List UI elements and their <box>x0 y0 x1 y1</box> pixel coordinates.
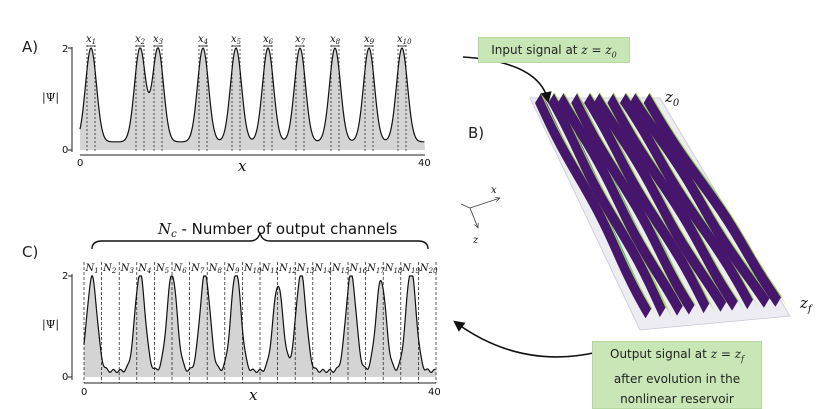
output-callout-line-3: nonlinear reservoir <box>620 392 734 407</box>
panel-a-y-axis-label: |Ψ| <box>42 91 59 105</box>
ridge-face <box>599 93 733 312</box>
panel-a-marker-label: x4 <box>198 34 208 46</box>
ridge-shadow <box>629 93 770 308</box>
panel-c-signal <box>83 275 436 377</box>
panel-c: C) Nc - Number of output channels |Ψ| 2 … <box>22 220 441 404</box>
x-direction-arrow <box>469 198 500 209</box>
ridge-face <box>577 93 701 315</box>
panel-a-x-axis-label: x <box>238 157 247 175</box>
panel-c-y-axis-label: |Ψ| <box>42 318 59 332</box>
panel-a-marker-label: x2 <box>135 34 146 46</box>
channel-label: N1 <box>85 263 99 275</box>
ridge-shadow <box>535 93 652 319</box>
panel-b: B) z0 zf x z <box>460 88 814 331</box>
panel-a-markers: x1 x2 x3 x4 x5 x6 x7 x8 x9 x10 <box>86 34 412 152</box>
ridge-face <box>554 93 672 318</box>
panel-a-marker-label: x8 <box>330 34 341 46</box>
channel-label: N8 <box>208 263 223 275</box>
panel-a-x-tick-max: 40 <box>418 158 431 169</box>
ridge-shadow <box>571 93 695 315</box>
channel-label: N2 <box>102 263 117 275</box>
zf-label: zf <box>799 294 814 315</box>
channel-label: N4 <box>137 263 151 275</box>
panel-a-marker-label: x9 <box>364 34 375 46</box>
output-callout: Output signal at z = zf after evolution … <box>592 341 762 409</box>
channels-brace <box>91 232 429 250</box>
panel-a-marker-label: x5 <box>231 34 242 46</box>
panel-a-marker-label: x10 <box>397 34 412 46</box>
panel-a-marker-label: x6 <box>263 34 274 46</box>
panel-c-title: Nc - Number of output channels <box>157 220 398 240</box>
panel-c-fill <box>84 276 436 377</box>
ridge-face <box>563 93 689 316</box>
ridge-shadow <box>607 93 739 311</box>
channel-label: N17 <box>366 263 385 275</box>
channel-label: N10 <box>243 263 262 275</box>
z0-label: z0 <box>664 88 680 109</box>
panel-c-x-tick-min: 0 <box>81 387 87 398</box>
panel-b-label: B) <box>468 124 484 142</box>
x-direction-label: x <box>491 185 497 196</box>
panel-a-marker-label: x7 <box>295 34 306 46</box>
axis-stub <box>460 203 471 209</box>
z-direction-label: z <box>472 235 479 246</box>
panel-c-x-axis-label: x <box>249 386 258 404</box>
channel-label: N11 <box>261 263 280 275</box>
panel-a-curve <box>79 47 425 143</box>
ridge-shadow <box>548 93 666 318</box>
input-callout-math: z = z <box>581 43 612 57</box>
input-callout-text: Input signal at <box>491 43 582 57</box>
channel-label: N6 <box>173 263 188 275</box>
channel-label: N20 <box>419 263 438 275</box>
reservoir-surface <box>535 92 788 319</box>
panel-c-y-tick-min: 0 <box>62 372 68 383</box>
output-callout-line-2: after evolution in the <box>613 372 741 387</box>
panel-c-channels: N1 N2 N3 N4 N5 N6 N7 N8 N9 N10 N11 N12 N13 N14 N15 N16 N… <box>83 262 438 383</box>
panel-a: A) |Ψ| 2 0 0 40 x x1 x2 x3 x4 x5 x6 x7 x8 x9 x10 <box>22 34 431 175</box>
panel-a-label: A) <box>22 38 38 56</box>
input-callout-sub: 0 <box>611 50 617 60</box>
ridge-shadow <box>584 93 710 314</box>
panel-c-label: C) <box>22 243 38 261</box>
ridge-crest <box>649 92 782 298</box>
ridge-shadow <box>593 93 727 312</box>
channel-label: N7 <box>190 263 205 275</box>
ridge-shadow <box>619 93 754 310</box>
z-direction-arrow <box>469 207 478 228</box>
panel-a-y-tick-min: 0 <box>62 145 68 156</box>
channel-label: N12 <box>278 263 297 275</box>
channel-label: N3 <box>120 263 135 275</box>
channel-label: N19 <box>401 263 420 275</box>
ridge-face <box>590 93 716 314</box>
channel-label: N18 <box>384 263 403 275</box>
ridge-shadow <box>557 93 683 316</box>
panel-c-x-tick-max: 40 <box>428 387 441 398</box>
panel-a-y-tick-max: 2 <box>62 44 68 55</box>
panel-a-x-tick-min: 0 <box>77 158 83 169</box>
channel-label: N13 <box>296 263 315 275</box>
channel-label: N16 <box>349 263 368 275</box>
ridge-shadow <box>643 93 782 307</box>
ridge-face <box>541 93 658 319</box>
channel-label: N14 <box>313 263 332 275</box>
output-arrow <box>453 320 599 358</box>
channel-label: N5 <box>155 263 170 275</box>
panel-a-marker-label: x1 <box>86 34 96 46</box>
channel-label: N15 <box>331 263 350 275</box>
panel-a-marker-label: x3 <box>153 34 164 46</box>
output-callout-line-1: Output signal at z = zf <box>610 347 744 364</box>
input-callout: Input signal at z = z0 <box>478 37 630 63</box>
panel-c-y-tick-max: 2 <box>62 271 68 282</box>
ridge-crest <box>553 92 667 308</box>
channel-label: N9 <box>225 263 240 275</box>
